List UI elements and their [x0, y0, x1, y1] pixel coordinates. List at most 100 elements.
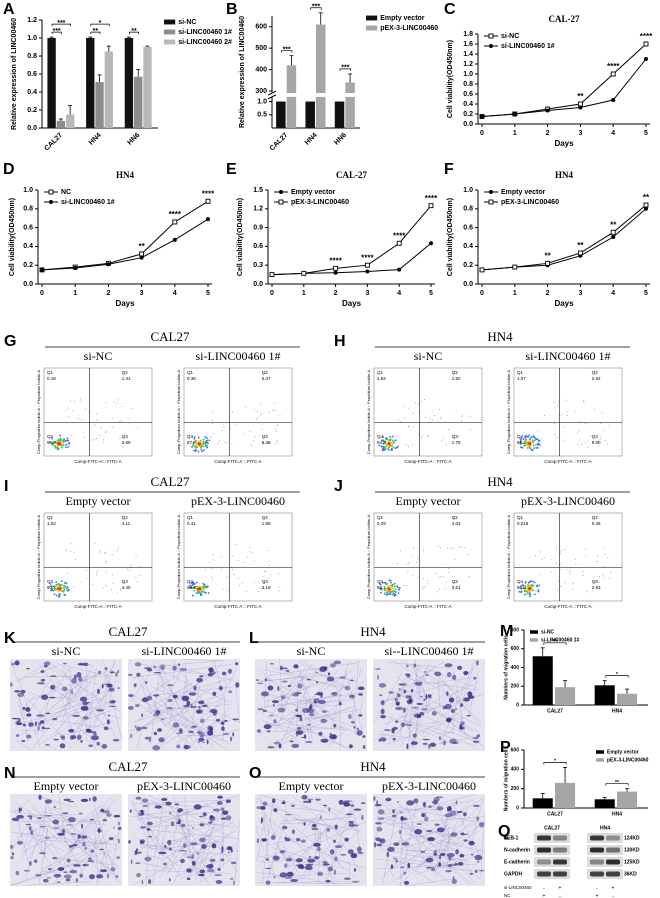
cell-fiber [384, 681, 481, 725]
event-dot [122, 445, 124, 447]
event-dot [191, 586, 194, 589]
cell-blob [476, 734, 479, 739]
cell-blob [412, 733, 417, 738]
cell-blob [216, 801, 223, 806]
cell-blob [80, 705, 89, 711]
y-tick-label: 0 [516, 805, 519, 811]
event-dot [57, 442, 60, 445]
cell-blob [96, 709, 104, 712]
plot-label: si-NC [414, 349, 443, 363]
cell-fiber [405, 878, 455, 886]
event-dot [253, 409, 255, 411]
bar [56, 120, 66, 128]
quadrant-name: Q3 [452, 434, 459, 439]
condition-sign: + [559, 885, 562, 891]
x-tick-label: 1 [513, 290, 517, 297]
y-tick-label: 0.8 [463, 81, 473, 88]
y-tick-label: 0.8 [27, 53, 37, 60]
cell-fiber [153, 799, 219, 827]
event-dot [196, 445, 199, 448]
cell-blob [146, 668, 153, 672]
cell-fiber [26, 697, 73, 749]
cell-blob [139, 840, 144, 845]
cell-blob [71, 689, 73, 695]
event-dot [205, 569, 207, 571]
event-dot [191, 584, 194, 587]
event-dot [70, 543, 72, 545]
cell-fiber [162, 710, 178, 717]
event-dot [96, 571, 98, 573]
event-dot [66, 586, 69, 588]
cell-blob [265, 867, 272, 870]
event-dot [557, 580, 559, 582]
event-dot [105, 432, 107, 434]
y-tick-label: 0.2 [463, 262, 473, 269]
significance-bracket [605, 675, 629, 678]
blot-strip [534, 869, 570, 879]
event-dot [391, 583, 394, 586]
cell-blob [446, 691, 449, 696]
cell-blob [385, 797, 392, 802]
cell-fiber [386, 855, 458, 869]
event-dot [536, 446, 539, 449]
cell-blob [279, 665, 283, 671]
cell-blob [295, 730, 304, 735]
event-dot [543, 557, 545, 559]
cell-fiber [145, 684, 191, 710]
event-dot [424, 416, 426, 418]
event-dot [393, 440, 396, 443]
cell-blob [39, 720, 45, 724]
cell-blob [192, 853, 195, 859]
cell-blob [221, 846, 224, 852]
event-dot [71, 434, 73, 436]
event-dot [257, 417, 259, 419]
cell-blob [44, 837, 50, 839]
point [611, 98, 616, 102]
quadrant-value: 0.18 [47, 376, 56, 381]
point [333, 270, 338, 275]
cell-blob [477, 733, 480, 738]
cell-blob [175, 732, 183, 734]
cell-blob [343, 801, 350, 807]
x-axis-label: Comp-FITC-A :: FITC-A [214, 604, 261, 609]
event-dot [241, 582, 243, 584]
event-dot [67, 446, 70, 448]
series-line [41, 200, 209, 271]
event-dot [222, 588, 224, 590]
cell-blob [62, 812, 69, 815]
significance-label: ** [131, 28, 137, 35]
event-dot [60, 580, 63, 583]
cell-blob [299, 716, 303, 722]
event-dot [65, 443, 68, 446]
event-dot [226, 590, 228, 592]
cell-blob [469, 872, 474, 875]
cell-blob [108, 837, 114, 840]
cell-blob [344, 837, 349, 842]
event-dot [135, 554, 137, 556]
event-dot [105, 431, 107, 433]
cell-blob [272, 700, 279, 704]
quadrant-value: 1.82 [452, 376, 461, 381]
cell-blob [108, 705, 117, 708]
cell-blob [22, 707, 26, 710]
cell-blob [316, 846, 321, 851]
cell-blob [39, 826, 47, 828]
y-tick-label: 0.6 [463, 224, 473, 231]
cell-fiber [300, 668, 313, 741]
event-dot [192, 594, 194, 597]
event-dot [193, 449, 196, 452]
event-dot [276, 425, 278, 427]
cell-blob [393, 842, 400, 847]
cell-blob [329, 734, 338, 740]
x-axis-label: Days [554, 299, 574, 308]
cell-blob [36, 816, 43, 819]
legend-swatch [366, 25, 378, 31]
cell-blob [455, 800, 458, 805]
cell-blob [293, 664, 299, 669]
quadrant-name: Q4 [187, 579, 194, 584]
cell-blob [18, 807, 21, 813]
cell-blob [334, 824, 338, 830]
event-dot [256, 411, 258, 413]
cell-blob [57, 833, 65, 836]
cell-blob [171, 821, 175, 827]
